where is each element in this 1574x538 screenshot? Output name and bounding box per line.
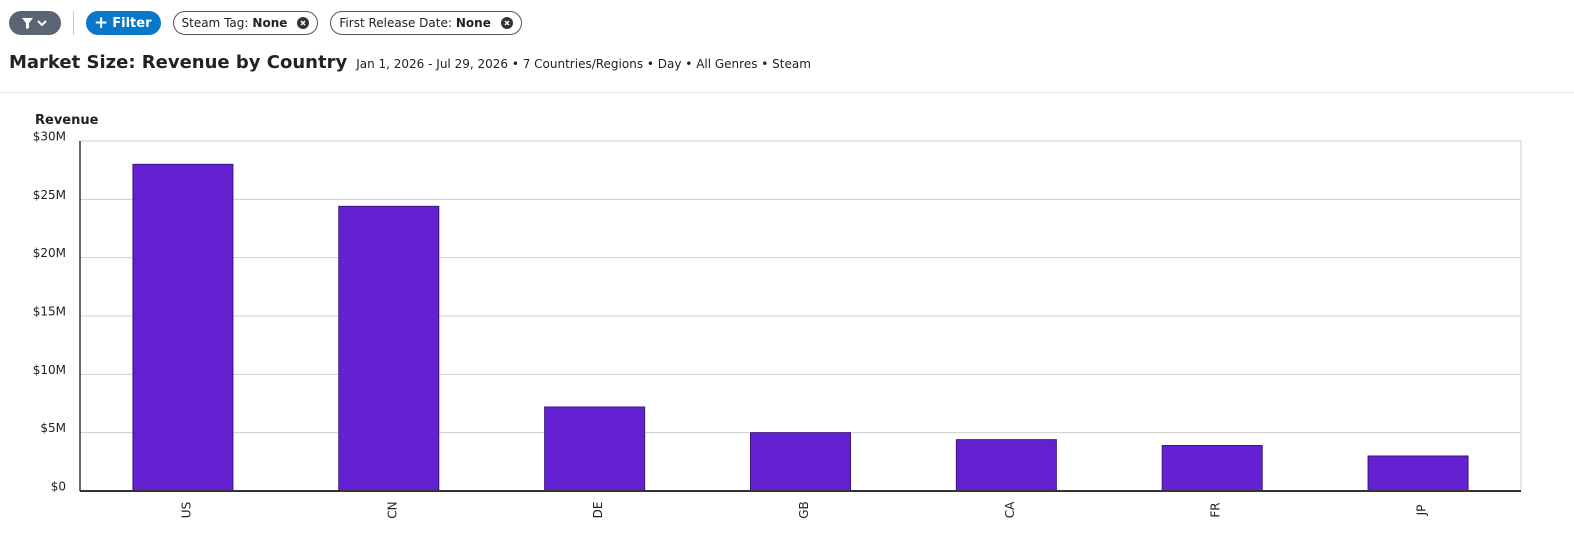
- bar: [750, 432, 851, 492]
- y-tick-label: $0: [51, 480, 66, 494]
- header: Market Size: Revenue by Country Jan 1, 2…: [9, 52, 811, 73]
- chip-remove[interactable]: [500, 17, 513, 29]
- bar: [955, 439, 1057, 492]
- y-tick-label: $10M: [33, 363, 66, 377]
- filter-bar: + Filter Steam Tag: None First Release Dat…: [9, 11, 522, 35]
- y-tick-label: $25M: [33, 188, 66, 202]
- y-tick-label: $15M: [33, 305, 66, 319]
- x-tick-label: CA: [1003, 501, 1017, 518]
- bar: [132, 163, 234, 492]
- x-tick-label: JP: [1415, 505, 1429, 517]
- chip-value: None: [252, 16, 288, 30]
- x-tick-label: GB: [797, 501, 811, 519]
- x-tick-label: FR: [1209, 502, 1223, 517]
- bar: [1161, 445, 1263, 492]
- y-axis-title: Revenue: [35, 113, 99, 128]
- add-filter-label: Filter: [112, 15, 152, 31]
- filter-chip[interactable]: Steam Tag: None: [172, 11, 319, 35]
- divider: [0, 92, 1574, 93]
- x-tick-label: US: [179, 502, 193, 518]
- bar: [544, 406, 646, 492]
- filter-chip[interactable]: First Release Date: None: [330, 11, 522, 35]
- chip-label: First Release Date:: [339, 16, 452, 30]
- chip-remove[interactable]: [297, 17, 310, 29]
- add-filter-button[interactable]: + Filter: [86, 11, 161, 35]
- x-tick-label: DE: [591, 502, 605, 519]
- page-title: Market Size: Revenue by Country: [9, 52, 348, 73]
- filter-menu[interactable]: [9, 11, 61, 35]
- chip-label: Steam Tag:: [181, 16, 249, 30]
- y-tick-label: $20M: [33, 246, 66, 260]
- funnel-icon: [22, 18, 47, 29]
- page-subtitle: Jan 1, 2026 - Jul 29, 2026 • 7 Countries…: [356, 57, 811, 71]
- bar: [338, 205, 440, 492]
- x-tick-label: CN: [385, 501, 399, 518]
- bar: [1367, 455, 1469, 492]
- separator: [73, 11, 74, 35]
- chip-value: None: [455, 16, 491, 30]
- y-tick-label: $30M: [33, 130, 66, 144]
- y-tick-label: $5M: [40, 421, 66, 435]
